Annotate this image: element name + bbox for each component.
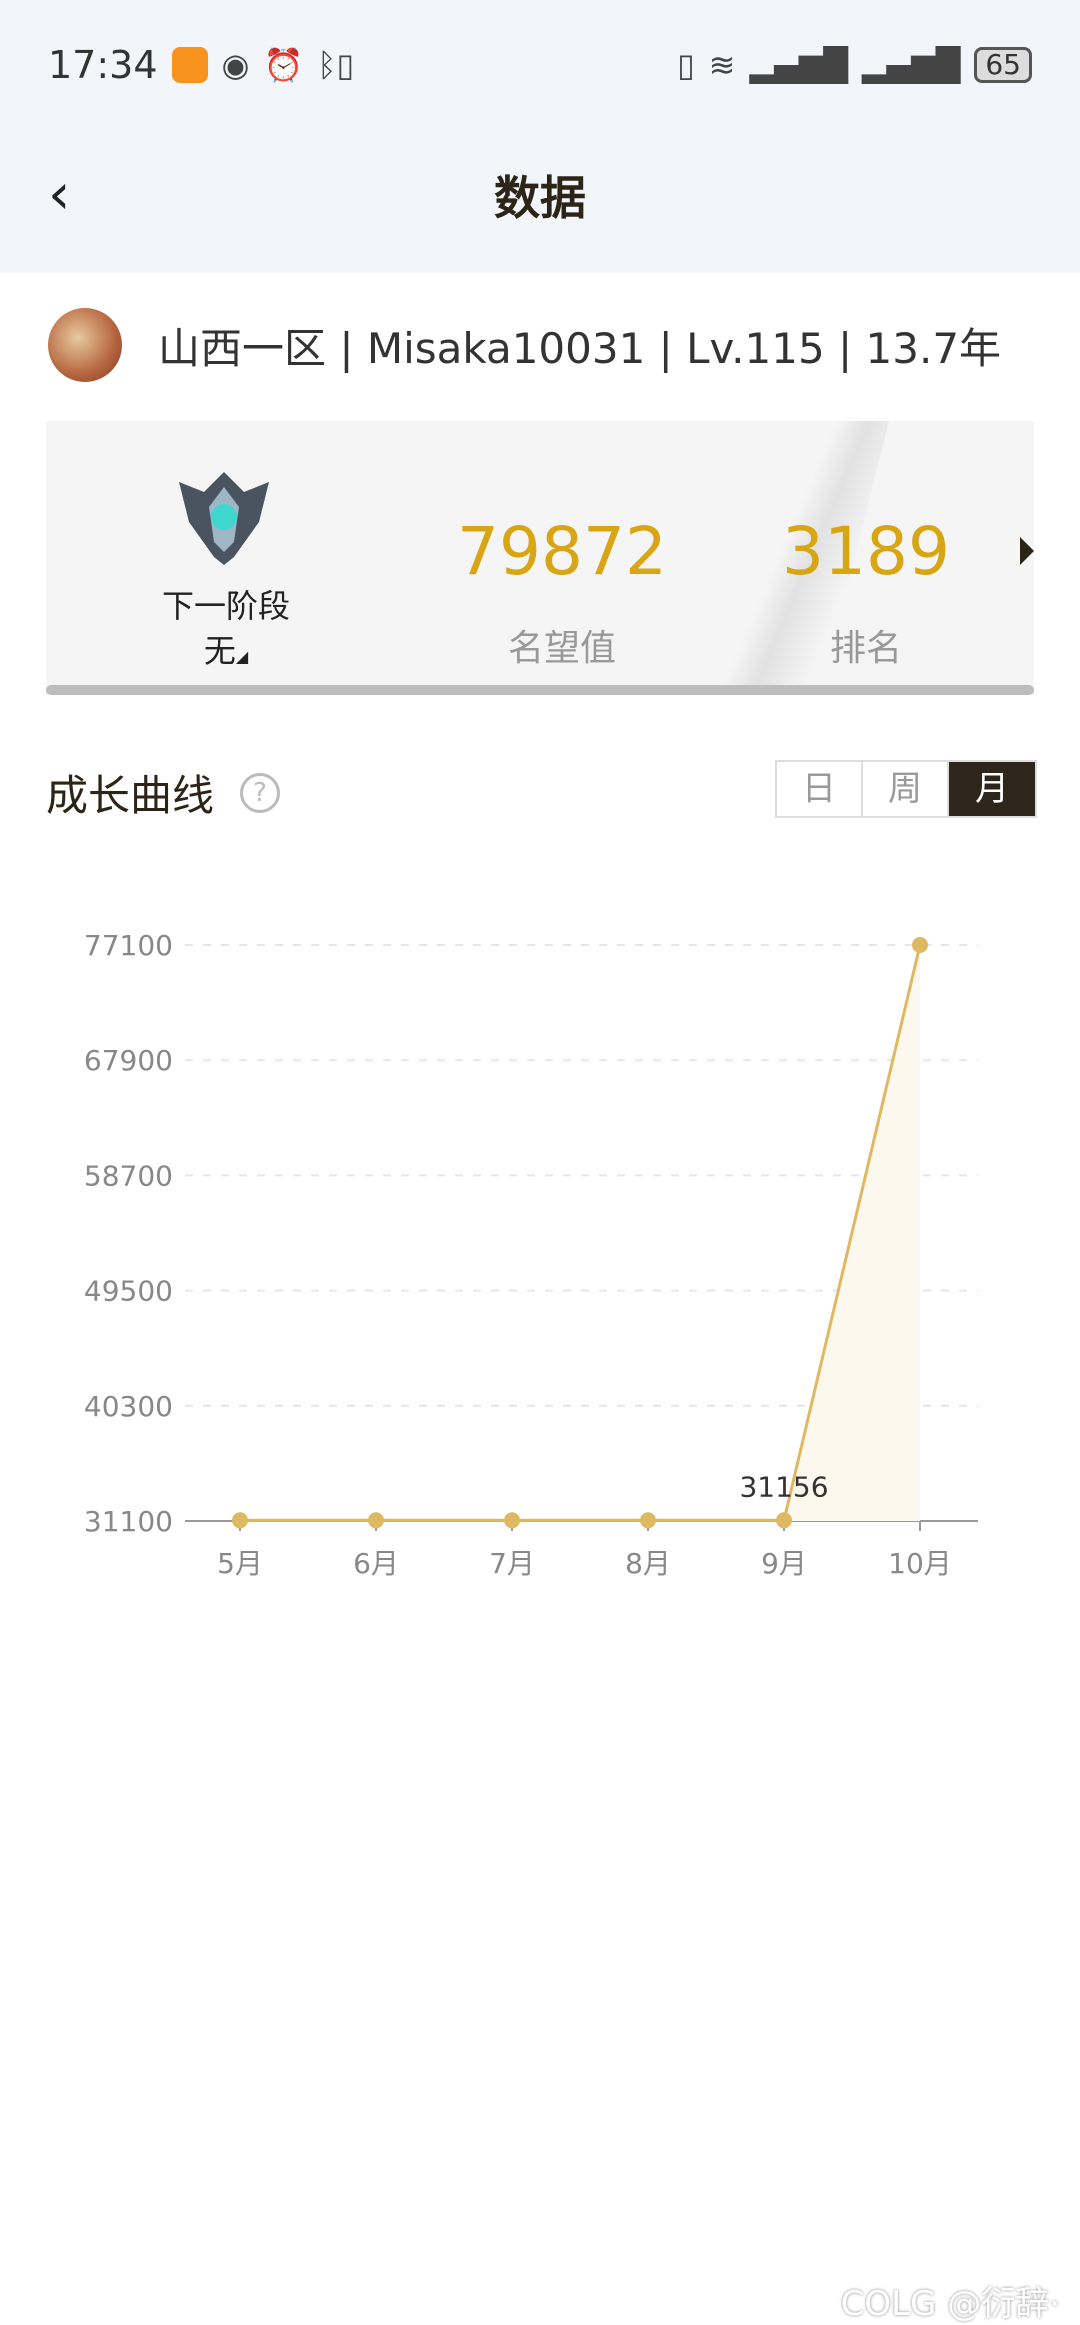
card-bottom-bar xyxy=(46,685,1034,695)
profile-info: 山西一区 | Misaka10031 | Lv.115 | 13.7年 xyxy=(158,323,1002,373)
rank-label: 排名 xyxy=(829,628,902,669)
alarm-icon: ⏰ xyxy=(263,46,304,84)
signal-icon: ▂▄▆█ xyxy=(861,46,961,84)
x-tick-label: 7月 xyxy=(489,1547,535,1580)
x-tick-label: 8月 xyxy=(625,1547,671,1580)
watermark: COLG @衍辞· xyxy=(840,2284,1060,2324)
caret-icon: ◢ xyxy=(235,647,249,666)
data-point xyxy=(504,1512,520,1529)
series-line xyxy=(240,944,922,1522)
data-point xyxy=(640,1512,656,1529)
y-tick-label: 58700 xyxy=(84,1159,173,1192)
data-label: 31156 xyxy=(739,1470,828,1503)
growth-chart: 31100 40300 49500 58700 67900 77100 5月 6月 7月 8月 9月… xyxy=(84,929,978,1580)
tab-month[interactable]: 月 xyxy=(949,762,1035,816)
y-tick-label: 77100 xyxy=(84,929,173,962)
y-tick-label: 31100 xyxy=(84,1505,173,1538)
x-tick-label: 9月 xyxy=(761,1547,807,1580)
clock: 17:34 xyxy=(48,43,158,87)
wifi-icon: ≋ xyxy=(708,46,736,84)
stage-value: 无 xyxy=(203,632,236,670)
x-tick-label: 10月 xyxy=(888,1547,952,1580)
rank-badge-icon xyxy=(179,472,269,565)
section-title: 成长曲线 xyxy=(46,771,215,820)
chevron-left-icon: ‹ xyxy=(48,162,71,227)
x-tick-label: 6月 xyxy=(353,1547,399,1580)
period-toggle: 日 周 月 xyxy=(775,760,1037,818)
eye-icon: ◉ xyxy=(221,46,250,84)
reputation-card[interactable]: 下一阶段 无◢ 79872 名望值 3189 排名 xyxy=(46,421,1034,695)
arrow-right-icon[interactable] xyxy=(1020,537,1034,565)
rank-value: 3189 xyxy=(782,513,950,590)
next-stage-value[interactable]: 无◢ xyxy=(116,626,336,672)
next-stage-label: 下一阶段 xyxy=(161,587,290,625)
page-title: 数据 xyxy=(494,171,586,225)
x-tick-label: 5月 xyxy=(217,1547,263,1580)
status-bar: 17:34 ◉ ⏰ ᛒ▯ ▯ ≋ ▂▄▆█ ▂▄▆█ 65 xyxy=(48,40,1032,90)
vibrate-icon: ▯ xyxy=(677,46,695,84)
profile-row: 山西一区 | Misaka10031 | Lv.115 | 13.7年 xyxy=(48,308,1001,382)
tab-week[interactable]: 周 xyxy=(863,762,949,816)
question-circle-icon[interactable]: ? xyxy=(240,772,281,813)
data-point xyxy=(912,937,928,953)
data-point xyxy=(232,1512,248,1529)
y-tick-label: 67900 xyxy=(84,1044,173,1077)
top-area: 17:34 ◉ ⏰ ᛒ▯ ▯ ≋ ▂▄▆█ ▂▄▆█ 65 ‹ 数据 xyxy=(0,0,1080,273)
section-header: 成长曲线 ? xyxy=(46,762,281,823)
app-icon xyxy=(171,47,208,83)
y-tick-label: 40300 xyxy=(84,1390,173,1423)
data-point xyxy=(776,1512,792,1529)
back-button[interactable]: ‹ xyxy=(48,162,70,227)
bluetooth-icon: ᛒ▯ xyxy=(317,46,355,84)
reputation-label: 名望值 xyxy=(507,628,616,669)
data-point xyxy=(368,1512,384,1529)
avatar[interactable] xyxy=(48,308,122,382)
tab-day[interactable]: 日 xyxy=(777,762,863,816)
reputation-value: 79872 xyxy=(457,513,667,590)
battery-icon: 65 xyxy=(974,47,1032,83)
y-tick-label: 49500 xyxy=(84,1275,173,1308)
signal-icon: ▂▄▆█ xyxy=(749,46,848,84)
